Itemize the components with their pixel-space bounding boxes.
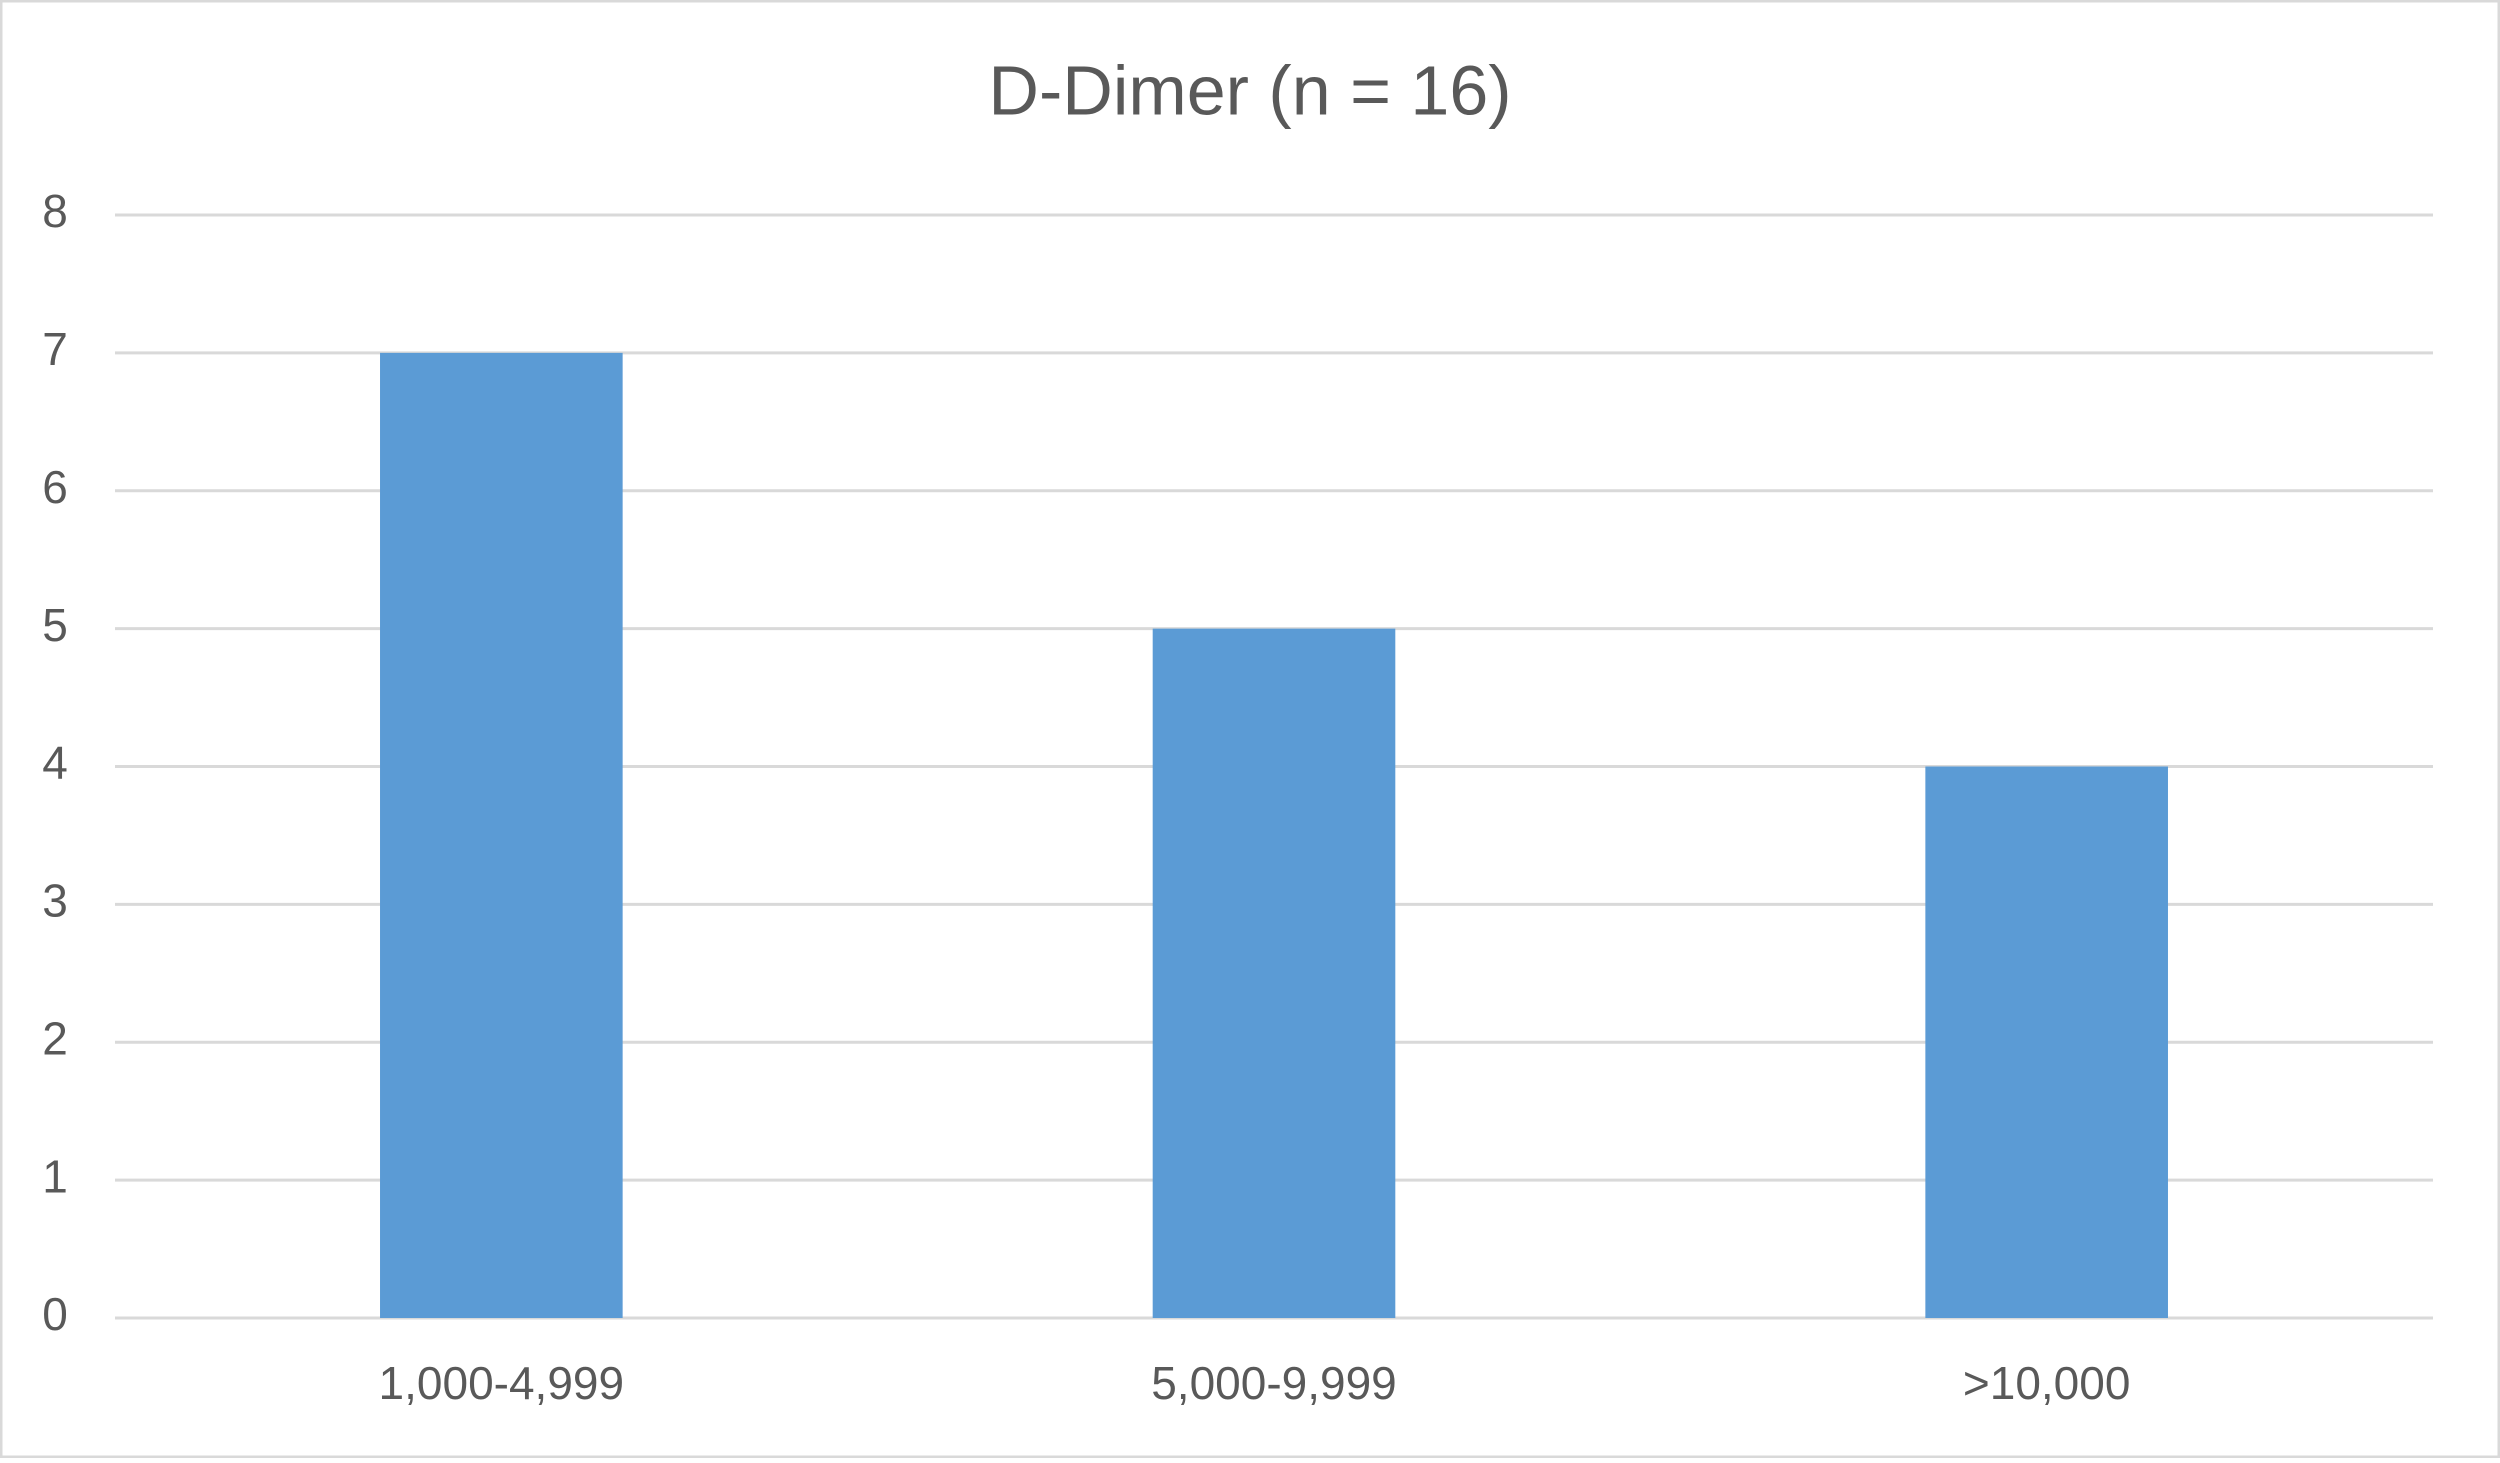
bar <box>380 352 623 1318</box>
y-tick-label: 3 <box>42 875 68 927</box>
y-tick-label: 5 <box>42 599 68 651</box>
x-tick-label: 5,000-9,999 <box>1151 1357 1397 1409</box>
y-tick-label: 1 <box>42 1150 68 1202</box>
y-tick-label: 6 <box>42 461 68 513</box>
y-tick-label: 7 <box>42 323 68 375</box>
x-tick-label: 1,000-4,999 <box>379 1357 625 1409</box>
bar <box>1925 766 2168 1318</box>
bar <box>1152 628 1396 1318</box>
chart-title: D-Dimer (n = 16) <box>988 51 1511 129</box>
y-tick-label: 8 <box>42 185 68 237</box>
y-tick-label: 0 <box>42 1288 68 1340</box>
y-tick-label: 2 <box>42 1012 68 1064</box>
y-tick-label: 4 <box>42 737 68 789</box>
x-tick-label: >10,000 <box>1963 1357 2131 1409</box>
